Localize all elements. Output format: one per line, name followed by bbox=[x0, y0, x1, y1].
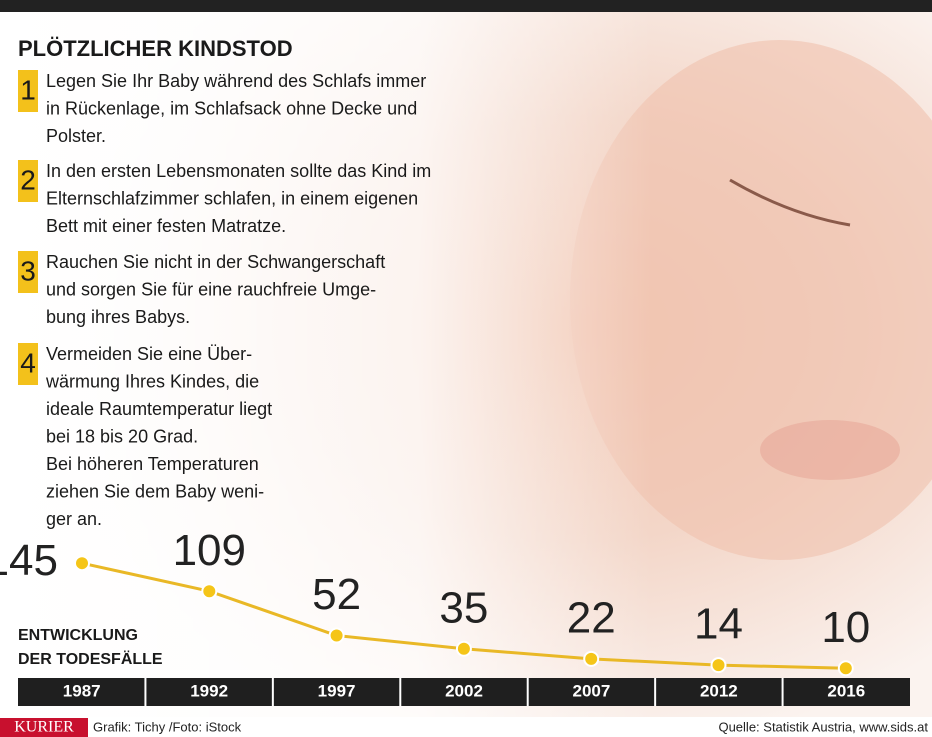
tip-text: ideale Raumtemperatur liegt bbox=[46, 399, 272, 419]
footer-bg bbox=[0, 717, 932, 737]
tip-text: In den ersten Lebensmonaten sollte das K… bbox=[46, 161, 431, 181]
tips: 1 Legen Sie Ihr Baby während des Schlafs … bbox=[18, 70, 431, 529]
chart: ENTWICKLUNG DER TODESFÄLLE 1987 1992 1997 200… bbox=[0, 526, 910, 706]
x-tick-label: 2002 bbox=[445, 681, 483, 700]
tip-text: ziehen Sie dem Baby weni- bbox=[46, 481, 264, 501]
tip-text: Polster. bbox=[46, 126, 106, 146]
tip-text: Elternschlafzimmer schlafen, in einem ei… bbox=[46, 188, 418, 208]
brand-box bbox=[0, 718, 88, 737]
data-point bbox=[201, 583, 218, 600]
tip-text: wärmung Ihres Kindes, die bbox=[45, 371, 259, 391]
tip-number: 1 bbox=[20, 74, 36, 105]
title: PLÖTZLICHER KINDSTOD bbox=[18, 36, 293, 61]
data-point bbox=[74, 555, 90, 572]
tip-number: 4 bbox=[20, 347, 36, 378]
value-label: 10 bbox=[821, 603, 870, 652]
tip-text: in Rückenlage, im Schlafsack ohne Decke … bbox=[46, 98, 417, 118]
x-tick-label: 2007 bbox=[573, 681, 611, 700]
tip-text: Bett mit einer festen Matratze. bbox=[46, 216, 286, 236]
value-label: 109 bbox=[173, 526, 246, 575]
value-label: 22 bbox=[567, 594, 616, 643]
chart-title: DER TODESFÄLLE bbox=[18, 650, 163, 668]
data-point bbox=[837, 660, 854, 677]
tip-number-box bbox=[18, 343, 38, 385]
tip-text: ger an. bbox=[46, 509, 102, 529]
data-point bbox=[328, 627, 345, 644]
tip-text: bung ihres Babys. bbox=[46, 307, 190, 327]
value-label: 145 bbox=[0, 536, 58, 585]
year-bar bbox=[18, 678, 910, 706]
chart-title: ENTWICKLUNG bbox=[18, 627, 138, 644]
tip-number-box bbox=[18, 70, 38, 112]
data-point bbox=[455, 640, 472, 657]
tip-number: 2 bbox=[20, 164, 36, 195]
tip-text: und sorgen Sie für eine rauchfreie Umge- bbox=[46, 279, 376, 299]
tip-number-box bbox=[18, 160, 38, 202]
x-tick-label: 1997 bbox=[318, 681, 356, 700]
tip-number: 3 bbox=[20, 255, 36, 286]
value-label: 52 bbox=[312, 570, 361, 619]
tip-text: Vermeiden Sie eine Über- bbox=[46, 344, 252, 364]
brand: KURIER bbox=[14, 719, 74, 736]
value-label: 14 bbox=[694, 600, 743, 649]
x-tick-label: 1992 bbox=[190, 681, 228, 700]
tip-text: bei 18 bis 20 Grad. bbox=[46, 426, 198, 446]
top-bar bbox=[0, 0, 932, 12]
tip-text: Legen Sie Ihr Baby während des Schlafs i… bbox=[46, 71, 426, 91]
credit: Grafik: Tichy /Foto: iStock bbox=[93, 719, 242, 734]
photo-fade bbox=[0, 12, 932, 717]
data-point bbox=[710, 657, 727, 674]
tip-number-box bbox=[18, 251, 38, 293]
x-tick-label: 2012 bbox=[700, 681, 738, 700]
x-tick-label: 2016 bbox=[827, 681, 865, 700]
data-point bbox=[583, 650, 600, 667]
tip-text: Rauchen Sie nicht in der Schwangerschaft bbox=[46, 252, 385, 272]
tip-text: Bei höheren Temperaturen bbox=[46, 454, 259, 474]
source: Quelle: Statistik Austria, www.sids.at bbox=[718, 719, 928, 734]
value-label: 35 bbox=[439, 583, 488, 632]
x-tick-label: 1987 bbox=[63, 681, 101, 700]
